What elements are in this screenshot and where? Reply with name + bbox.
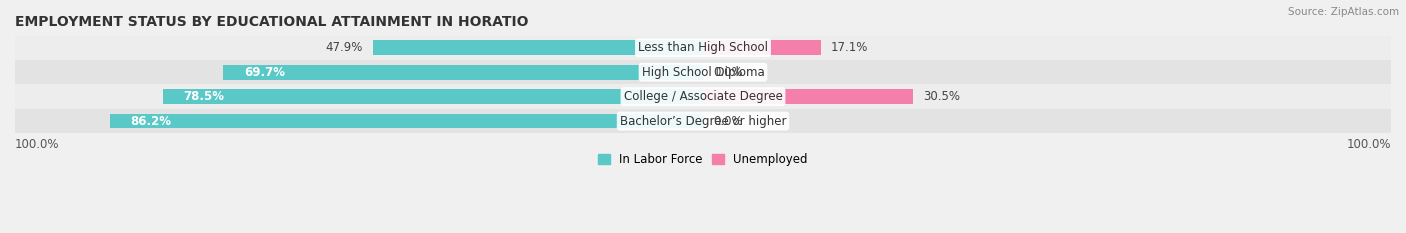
Bar xyxy=(703,89,912,104)
Text: 0.0%: 0.0% xyxy=(713,66,742,79)
Text: High School Diploma: High School Diploma xyxy=(641,66,765,79)
Bar xyxy=(224,65,703,79)
Text: 0.0%: 0.0% xyxy=(713,115,742,128)
Bar xyxy=(163,89,703,104)
Text: 86.2%: 86.2% xyxy=(131,115,172,128)
Text: 100.0%: 100.0% xyxy=(1347,138,1391,151)
Legend: In Labor Force, Unemployed: In Labor Force, Unemployed xyxy=(593,148,813,171)
Bar xyxy=(110,114,703,128)
Text: 100.0%: 100.0% xyxy=(15,138,59,151)
Text: 78.5%: 78.5% xyxy=(184,90,225,103)
Text: Bachelor’s Degree or higher: Bachelor’s Degree or higher xyxy=(620,115,786,128)
Text: 69.7%: 69.7% xyxy=(245,66,285,79)
Text: EMPLOYMENT STATUS BY EDUCATIONAL ATTAINMENT IN HORATIO: EMPLOYMENT STATUS BY EDUCATIONAL ATTAINM… xyxy=(15,15,529,29)
Text: Source: ZipAtlas.com: Source: ZipAtlas.com xyxy=(1288,7,1399,17)
Bar xyxy=(15,109,1391,133)
Bar xyxy=(15,60,1391,84)
Bar xyxy=(15,84,1391,109)
Text: 17.1%: 17.1% xyxy=(831,41,869,54)
Text: Less than High School: Less than High School xyxy=(638,41,768,54)
Text: 30.5%: 30.5% xyxy=(924,90,960,103)
Bar xyxy=(15,36,1391,60)
Text: 47.9%: 47.9% xyxy=(326,41,363,54)
Bar xyxy=(703,41,821,55)
Bar xyxy=(374,41,703,55)
Text: College / Associate Degree: College / Associate Degree xyxy=(624,90,782,103)
